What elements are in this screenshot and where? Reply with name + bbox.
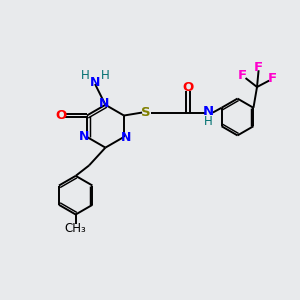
Text: N: N xyxy=(99,97,109,110)
Text: O: O xyxy=(182,81,194,94)
Text: H: H xyxy=(204,115,213,128)
Text: F: F xyxy=(267,72,276,85)
Text: H: H xyxy=(81,69,90,82)
Text: H: H xyxy=(100,69,109,82)
Text: S: S xyxy=(141,106,151,119)
Text: N: N xyxy=(79,130,89,143)
Text: F: F xyxy=(238,69,247,82)
Text: F: F xyxy=(254,61,263,74)
Text: N: N xyxy=(203,105,214,118)
Text: N: N xyxy=(121,131,131,144)
Text: N: N xyxy=(90,76,100,89)
Text: CH₃: CH₃ xyxy=(65,222,87,235)
Text: O: O xyxy=(55,109,66,122)
